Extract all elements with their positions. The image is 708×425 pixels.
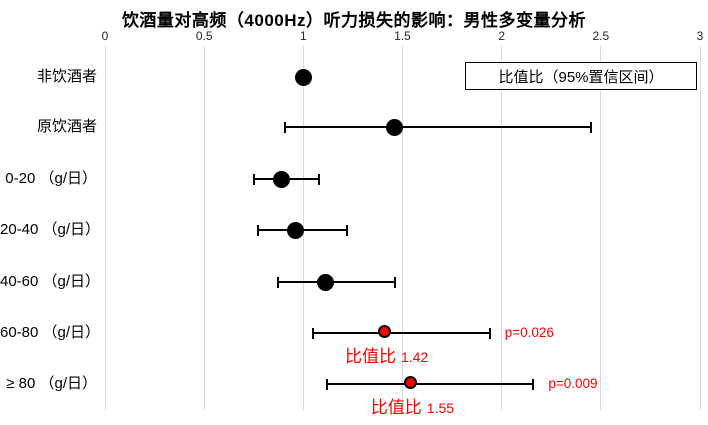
ci-cap-left	[276, 276, 279, 288]
x-gridline	[203, 46, 205, 410]
x-gridline	[104, 46, 106, 410]
ci-cap-right	[589, 121, 592, 133]
ci-cap-left	[312, 327, 315, 339]
x-axis-tick-label: 0	[101, 29, 109, 43]
annotation-or-value: 1.55	[426, 400, 455, 416]
ci-line	[327, 383, 534, 385]
legend-label: 比值比（95%置信区间）	[498, 68, 664, 86]
category-label: 60-80 （g/日）	[0, 324, 101, 341]
category-label: ≥ 80 （g/日）	[6, 375, 97, 392]
x-axis-tick-label: 1	[299, 29, 307, 43]
or-point	[286, 221, 304, 239]
x-axis-tick-label: 2	[498, 29, 505, 43]
category-label: 非饮酒者	[36, 68, 97, 85]
x-gridline	[501, 46, 503, 410]
x-axis-tick-label: 3	[696, 29, 704, 43]
or-point	[378, 324, 392, 338]
x-gridline	[600, 46, 602, 410]
or-point	[273, 170, 291, 188]
ci-line	[277, 281, 395, 283]
ci-cap-right	[393, 276, 396, 288]
category-label: 20-40 （g/日）	[0, 221, 101, 238]
ci-cap-right	[532, 378, 535, 390]
or-annotation: 比值比 1.55	[322, 393, 502, 418]
ci-line	[285, 126, 591, 128]
category-label: 原饮酒者	[36, 118, 97, 135]
or-point	[403, 375, 417, 389]
ci-cap-right	[488, 327, 491, 339]
ci-cap-left	[326, 378, 329, 390]
legend-box: 比值比（95%置信区间）	[465, 62, 697, 90]
p-value-label: p=0.026	[504, 325, 554, 340]
chart-title: 饮酒量对高频（4000Hz）听力损失的影响：男性多变量分析	[121, 11, 587, 30]
ci-cap-right	[345, 224, 348, 236]
or-point	[294, 68, 312, 86]
ci-cap-left	[252, 173, 255, 185]
ci-cap-right	[318, 173, 321, 185]
annotation-or-value: 1.42	[401, 349, 429, 365]
x-gridline	[699, 46, 701, 410]
or-point	[386, 118, 404, 136]
ci-cap-left	[256, 224, 259, 236]
annotation-or-label: 比值比	[370, 398, 422, 417]
ci-cap-left	[284, 121, 287, 133]
x-gridline	[402, 46, 403, 410]
category-label: 0-20 （g/日）	[5, 170, 97, 187]
or-annotation: 比值比 1.42	[297, 342, 477, 367]
x-axis-tick-label: 0.5	[195, 29, 213, 43]
x-axis-tick-label: 2.5	[592, 29, 610, 43]
x-axis-tick-label: 1.5	[394, 29, 411, 43]
category-label: 40-60 （g/日）	[0, 273, 101, 290]
or-point	[316, 273, 334, 291]
annotation-or-label: 比值比	[345, 347, 396, 366]
p-value-label: p=0.009	[548, 376, 598, 391]
ci-line	[313, 332, 490, 334]
